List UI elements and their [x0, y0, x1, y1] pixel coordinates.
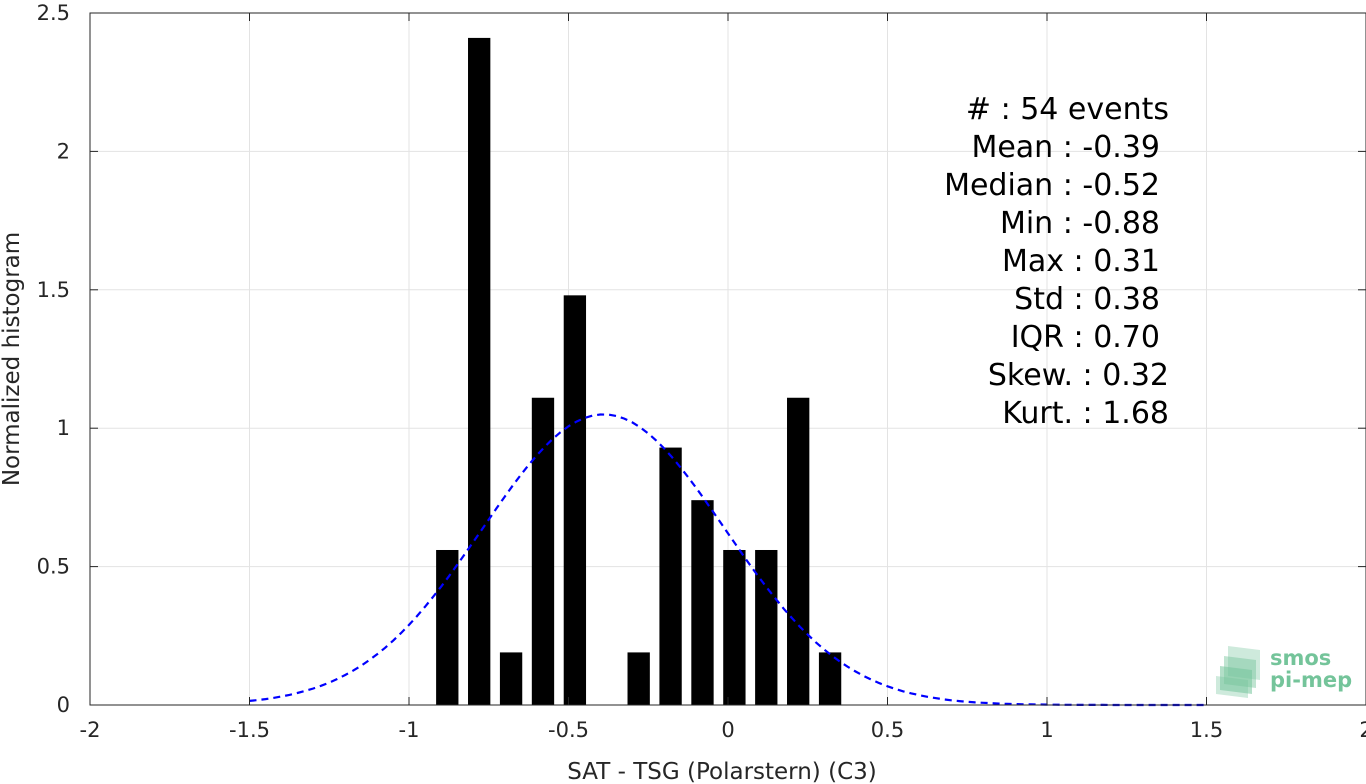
x-tick-label: 0 — [721, 718, 734, 742]
x-axis-label: SAT - TSG (Polarstern) (C3) — [567, 759, 876, 784]
x-tick-label: 2 — [1359, 718, 1366, 742]
logo-line2: pi-mep — [1270, 668, 1352, 692]
histogram-bar — [755, 549, 778, 705]
histogram-bar — [436, 549, 459, 705]
y-tick-label: 2.5 — [37, 1, 70, 25]
histogram-bar — [723, 549, 746, 705]
y-axis-label: Normalized histogram — [0, 232, 25, 486]
histogram-bar — [627, 652, 650, 705]
x-tick-label: -1.5 — [229, 718, 270, 742]
x-tick-label: 0.5 — [871, 718, 904, 742]
logo-line1: smos — [1270, 646, 1331, 670]
stat-std: Std : 0.38 — [1014, 282, 1160, 317]
x-tick-label: 1.5 — [1190, 718, 1223, 742]
histogram-bar — [499, 652, 523, 705]
y-tick-label: 2 — [57, 139, 70, 163]
histogram-bar — [563, 295, 587, 705]
x-tick-label: -1 — [399, 718, 420, 742]
stat-min: Min : -0.88 — [1000, 206, 1160, 241]
x-tick-label: -0.5 — [548, 718, 589, 742]
stat-count: # : 54 events — [966, 92, 1169, 127]
stat-iqr: IQR : 0.70 — [1011, 320, 1160, 355]
histogram-bar — [787, 397, 810, 705]
stat-mean: Mean : -0.39 — [971, 130, 1160, 165]
y-tick-label: 1.5 — [37, 278, 70, 302]
x-tick-label: -2 — [80, 718, 101, 742]
stat-kurt: Kurt. : 1.68 — [1002, 396, 1169, 431]
smos-pimep-logo: smos pi-mep — [1216, 646, 1352, 698]
stats-box: # : 54 events Mean : -0.39 Median : -0.5… — [944, 92, 1169, 431]
histogram-bar — [468, 37, 491, 706]
histogram-bar — [531, 397, 555, 705]
stat-skew: Skew. : 0.32 — [988, 358, 1169, 393]
stat-max: Max : 0.31 — [1002, 244, 1160, 279]
histogram-bar — [659, 447, 682, 705]
histogram-bar — [818, 652, 842, 705]
x-axis-ticks: -2 -1.5 -1 -0.5 0 0.5 1 1.5 2 — [80, 13, 1366, 742]
x-tick-label: 1 — [1040, 718, 1053, 742]
logo-layers-icon — [1216, 646, 1260, 698]
y-tick-label: 0 — [57, 693, 70, 717]
y-tick-label: 1 — [57, 416, 70, 440]
y-axis-ticks: 0 0.5 1 1.5 2 2.5 — [37, 1, 1366, 717]
histogram-bars — [436, 37, 842, 706]
stat-median: Median : -0.52 — [944, 168, 1160, 203]
histogram-bar — [691, 500, 714, 705]
y-tick-label: 0.5 — [37, 555, 70, 579]
